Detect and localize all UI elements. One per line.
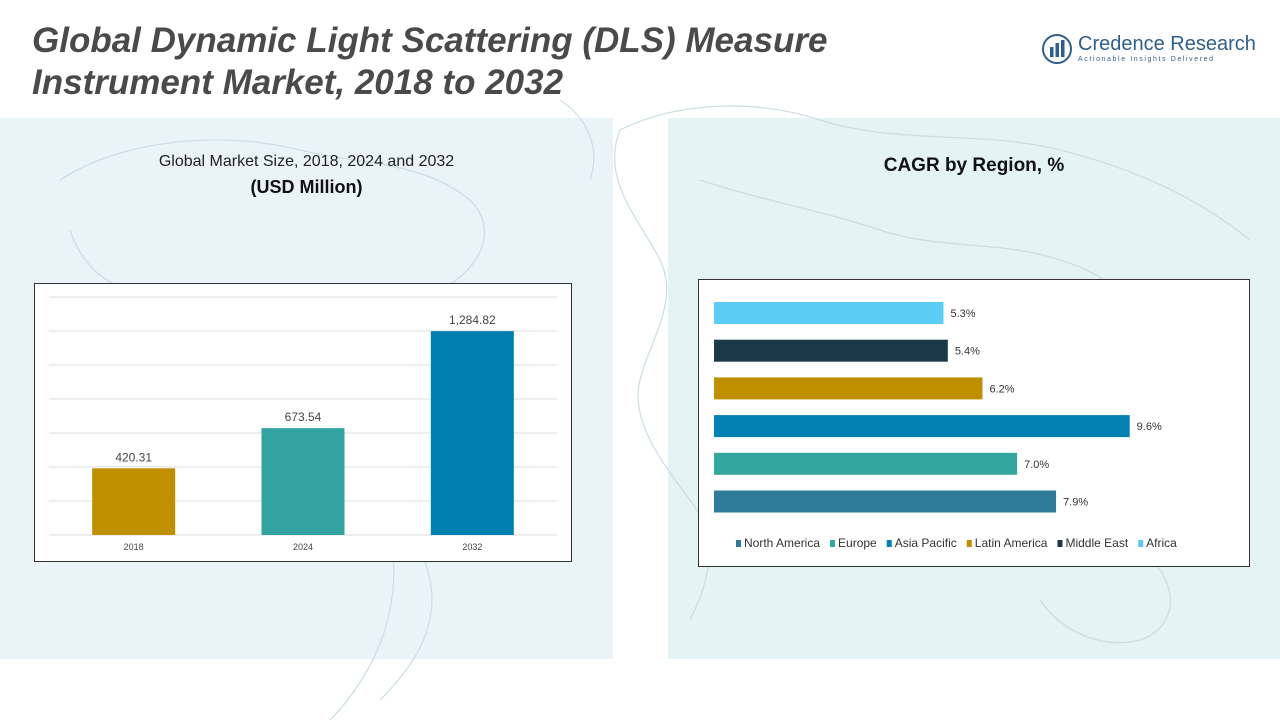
bar-north-america [714, 490, 1057, 513]
legend-item-europe[interactable]: Europe [830, 536, 877, 550]
legend-item-africa[interactable]: Africa [1138, 536, 1177, 550]
legend-swatch [886, 540, 892, 547]
bar-value-label: 7.9% [1063, 497, 1088, 509]
globe-logo-icon [1042, 34, 1072, 64]
legend-label: Latin America [975, 536, 1048, 550]
legend-label: Africa [1146, 536, 1177, 550]
x-tick-label: 2032 [462, 542, 482, 552]
page-title: Global Dynamic Light Scattering (DLS) Me… [32, 20, 932, 104]
legend-label: Europe [838, 536, 877, 550]
bar-2018 [92, 468, 176, 535]
bar-africa [714, 302, 944, 324]
legend-label: North America [744, 536, 820, 550]
legend-swatch [830, 540, 836, 547]
bar-value-label: 1,284.82 [449, 313, 496, 327]
bar-latin-america [714, 377, 983, 400]
bar-value-label: 5.3% [950, 308, 975, 320]
bar-value-label: 420.31 [115, 450, 152, 464]
bar-asia-pacific [714, 415, 1130, 438]
legend-item-latin-america[interactable]: Latin America [966, 536, 1048, 550]
bar-value-label: 673.54 [285, 410, 322, 424]
bar-europe [714, 452, 1018, 475]
legend-swatch [1138, 540, 1144, 547]
legend-label: Asia Pacific [895, 536, 957, 550]
bar-2032 [430, 331, 514, 535]
legend-swatch [1057, 540, 1063, 547]
logo-name: Credence Research [1078, 33, 1256, 55]
legend-label: Middle East [1065, 536, 1128, 550]
bar-value-label: 6.2% [989, 383, 1014, 395]
legend-swatch [736, 540, 741, 547]
cagr-chart-box: 7.9% 7.0% 9.6% 6.2% 5.4% 5.3% North America Eur… [698, 279, 1250, 567]
bar-2024 [261, 428, 345, 535]
page-title-line-2: Instrument Market, 2018 to 2032 [32, 63, 564, 102]
x-tick-label: 2024 [293, 542, 313, 552]
cagr-title: CAGR by Region, % [883, 155, 1065, 176]
market-size-subtitle: Global Market Size, 2018, 2024 and 2032 [158, 153, 455, 170]
x-tick-label: 2018 [124, 542, 144, 552]
market-size-bar-chart: 420.31 2018 673.54 2024 1,284.82 2032 [49, 296, 557, 552]
legend-swatch [966, 540, 972, 547]
bar-middle-east [714, 339, 948, 362]
cagr-horizontal-bar-chart: 7.9% 7.0% 9.6% 6.2% 5.4% 5.3% North America Eur… [714, 302, 1177, 550]
bar-value-label: 9.6% [1137, 421, 1162, 433]
legend-item-north-america[interactable]: North America [736, 536, 820, 550]
logo-tagline: Actionable Insights Delivered [1078, 56, 1215, 63]
legend-item-asia-pacific[interactable]: Asia Pacific [886, 536, 957, 550]
page-title-line-1: Global Dynamic Light Scattering (DLS) Me… [32, 21, 828, 60]
bar-value-label: 5.4% [955, 346, 980, 358]
bar-value-label: 7.0% [1024, 459, 1049, 471]
market-size-unit: (USD Million) [250, 177, 363, 197]
legend-item-middle-east[interactable]: Middle East [1057, 536, 1129, 550]
credence-research-logo[interactable]: Credence Research Actionable Insights De… [1040, 30, 1260, 70]
market-size-chart-box: 420.31 2018 673.54 2024 1,284.82 2032 [34, 283, 572, 562]
